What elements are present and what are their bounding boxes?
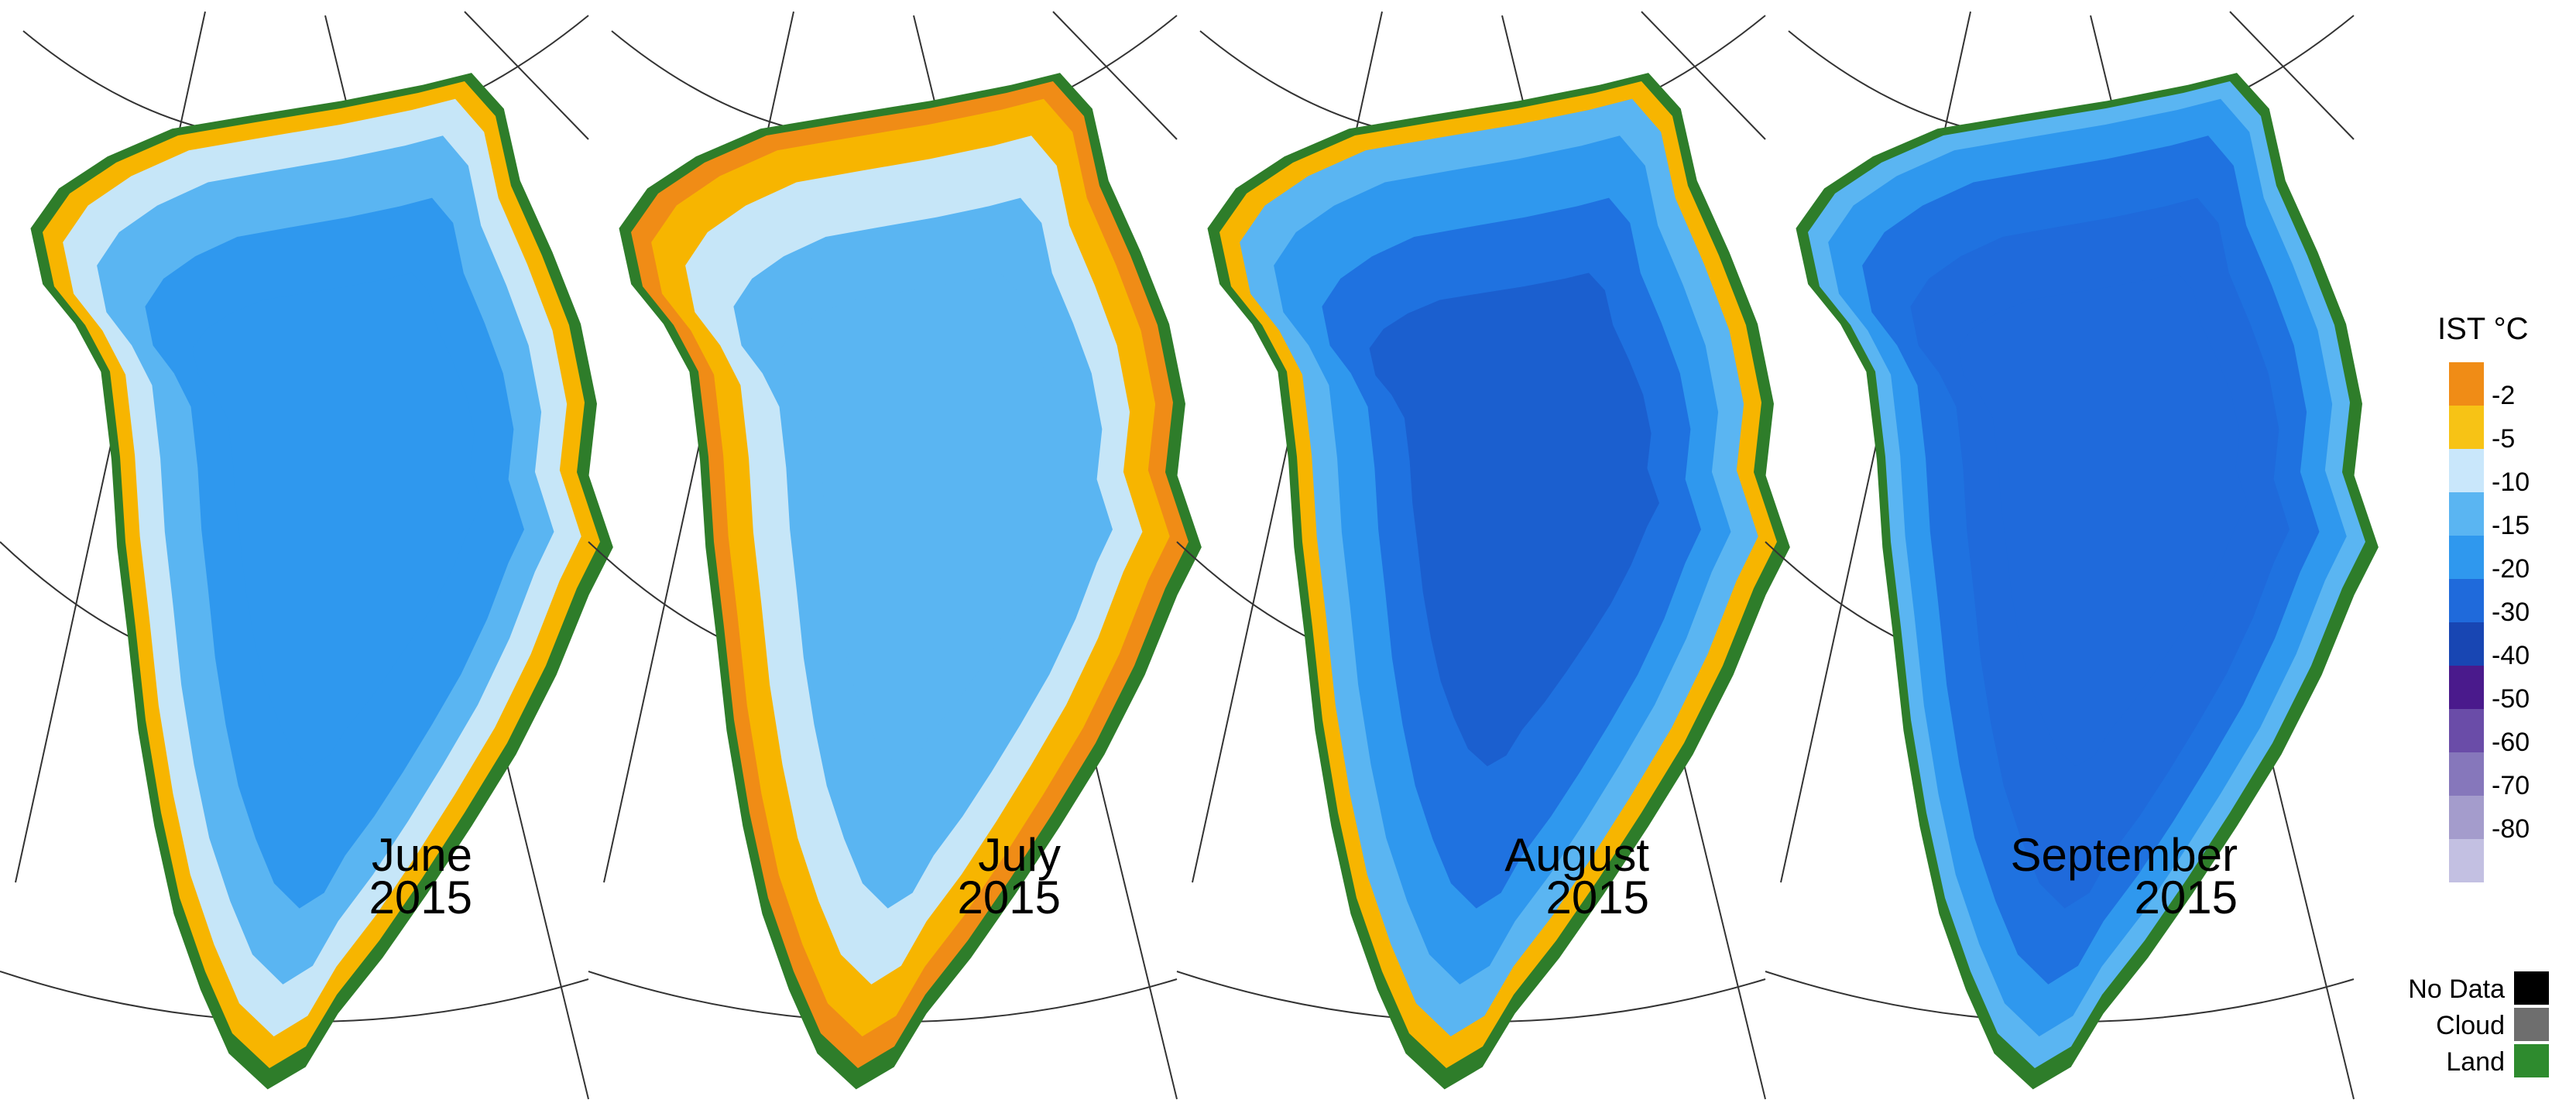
legend-no-data-swatch — [2514, 971, 2549, 1005]
legend-cloud-swatch — [2514, 1008, 2549, 1041]
legend-swatch — [2449, 839, 2484, 882]
legend-bin-label: -30 — [2492, 598, 2530, 627]
legend-bin-label: -50 — [2492, 684, 2530, 714]
legend-bin-label: -60 — [2492, 728, 2530, 757]
panel-year-label: 2015 — [2135, 872, 2238, 923]
panel-month-label: July — [978, 829, 1061, 881]
legend-swatch — [2449, 449, 2484, 492]
legend-swatch — [2449, 709, 2484, 752]
legend-swatch — [2449, 406, 2484, 449]
panel-year-label: 2015 — [369, 872, 472, 923]
legend-swatch — [2449, 492, 2484, 536]
legend-swatch — [2449, 666, 2484, 709]
legend-bin-label: -10 — [2492, 468, 2530, 497]
legend-category-label: Cloud — [2436, 1011, 2505, 1040]
legend-bin-label: -2 — [2492, 381, 2515, 410]
legend-bin-label: -40 — [2492, 641, 2530, 670]
panel-month-label: August — [1504, 829, 1649, 881]
legend-swatch — [2449, 752, 2484, 796]
legend-bin-label: -70 — [2492, 771, 2530, 800]
ist-legend: IST °C -2 -5 -10 -15 -20 -30 -40 -50 -60 -70 -80 N… — [2408, 312, 2549, 1077]
legend-title: IST °C — [2437, 312, 2529, 346]
legend-bin-label: -15 — [2492, 511, 2530, 540]
legend-category-label: No Data — [2408, 975, 2505, 1004]
legend-bin-label: -80 — [2492, 814, 2530, 844]
legend-land-swatch — [2514, 1044, 2549, 1077]
legend-swatch — [2449, 622, 2484, 666]
legend-bin-label: -20 — [2492, 554, 2530, 584]
legend-swatch — [2449, 579, 2484, 622]
panel-year-label: 2015 — [1546, 872, 1649, 923]
legend-swatch — [2449, 362, 2484, 406]
panel-month-label: June — [372, 829, 472, 881]
legend-swatch — [2449, 536, 2484, 579]
legend-swatch — [2449, 796, 2484, 839]
legend-category-label: Land — [2446, 1047, 2505, 1077]
legend-bin-label: -5 — [2492, 424, 2515, 454]
panel-year-label: 2015 — [958, 872, 1061, 923]
panel-month-label: September — [2011, 829, 2238, 881]
